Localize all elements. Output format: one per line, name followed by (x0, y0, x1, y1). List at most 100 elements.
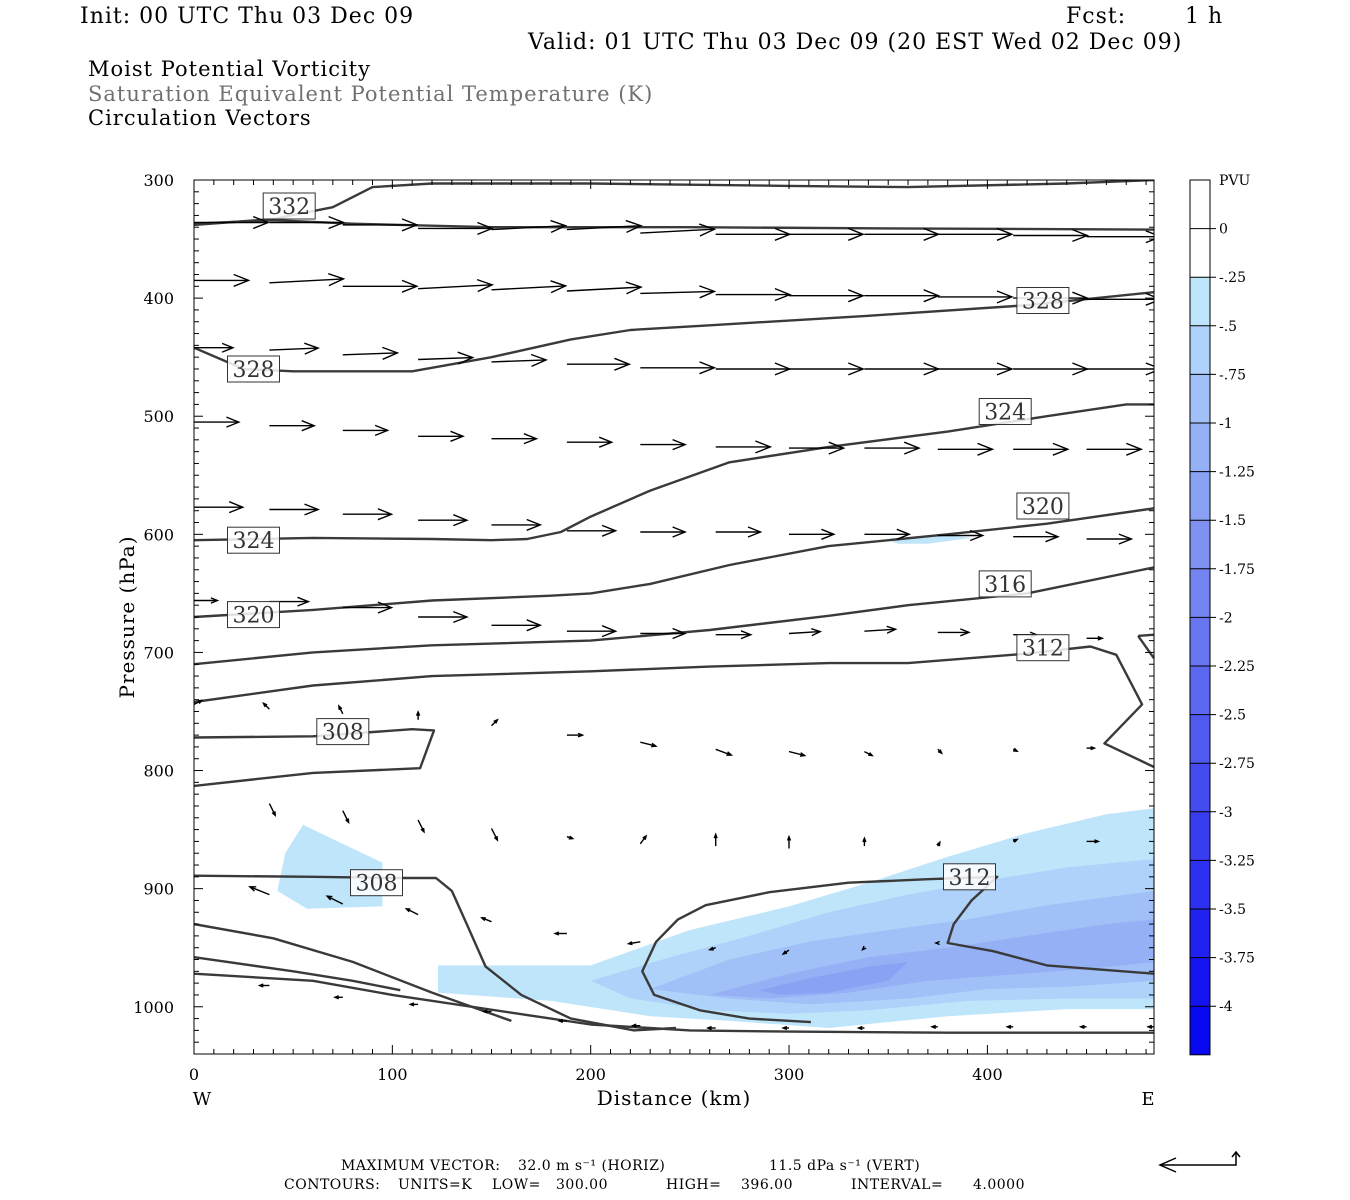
circulation-vector (715, 287, 792, 302)
circulation-vector (706, 1025, 716, 1031)
y-axis-title: Pressure (hPa) (115, 536, 139, 699)
circulation-vector (415, 710, 421, 720)
theta-contour (641, 875, 1154, 1024)
circulation-vector (269, 342, 320, 355)
contours-high: 396.00 (741, 1177, 793, 1193)
circulation-vector (566, 436, 614, 448)
theta-contour (194, 291, 1154, 373)
circulation-vector (1086, 533, 1134, 545)
colorbar-label: -3.75 (1219, 951, 1255, 967)
circulation-vector (491, 353, 548, 368)
theta-contour (194, 645, 1154, 769)
colorbar-label: -1.5 (1219, 513, 1246, 529)
circulation-vector (408, 1002, 419, 1007)
contour-label-box (316, 718, 370, 746)
colorbar-swatch (1190, 811, 1210, 861)
circulation-vector (640, 627, 687, 640)
max-vector-horiz: 32.0 m s⁻¹ (HORIZ) (518, 1158, 666, 1174)
colorbar-swatch (1190, 714, 1210, 764)
circulation-vector (566, 219, 643, 234)
colorbar-swatch (1190, 763, 1210, 812)
circulation-vector (781, 949, 790, 956)
circulation-vector (864, 528, 912, 540)
colorbar-label: -3.25 (1219, 853, 1255, 869)
circulation-vector (864, 227, 941, 241)
circulation-vector (325, 895, 344, 905)
colorbar-swatch (1190, 1006, 1210, 1055)
circulation-vector (262, 701, 270, 710)
colorbar-swatch (1190, 325, 1210, 375)
theta-contour (194, 218, 1154, 231)
circulation-vector (194, 416, 241, 428)
west-label: W (193, 1089, 212, 1110)
colorbar-swatch (1190, 617, 1210, 666)
circulation-vector (194, 501, 245, 514)
circulation-vector (342, 346, 400, 360)
circulation-vector (404, 907, 419, 916)
forecast-label: Fcst: (1066, 4, 1127, 29)
contour-label: 320 (1022, 495, 1064, 520)
circulation-vector (566, 357, 632, 371)
x-tick-label: 400 (972, 1065, 1003, 1084)
circulation-vector (1013, 362, 1090, 376)
circulation-vector (640, 438, 687, 451)
contour-label-box (943, 863, 996, 891)
circulation-vector (1012, 838, 1019, 843)
circulation-vector (257, 983, 270, 988)
circulation-vector (342, 279, 419, 293)
valid-time: Valid: 01 UTC Thu 03 Dec 09 (20 EST Wed … (528, 30, 1183, 55)
y-tick-label: 300 (143, 171, 174, 190)
circulation-vector (418, 514, 469, 527)
theta-contour (194, 956, 401, 992)
circulation-vector (715, 362, 792, 376)
circulation-vector (491, 718, 499, 727)
circulation-vector (481, 1009, 492, 1014)
circulation-vector (930, 1024, 938, 1029)
circulation-vector (342, 601, 394, 614)
contour-label: 308 (356, 872, 398, 897)
contours-high-label: HIGH= (666, 1177, 722, 1193)
colorbar-swatch (1190, 909, 1210, 958)
contour-label-box (227, 355, 280, 383)
circulation-vector (342, 424, 390, 437)
colorbar-label: -1 (1219, 416, 1233, 432)
colorbar-swatch (1190, 860, 1210, 909)
circulation-vector (864, 441, 921, 455)
circulation-vector (1013, 442, 1070, 456)
theta-contour (1138, 633, 1154, 638)
circulation-vector (937, 442, 995, 456)
contour-label-box (1016, 634, 1070, 662)
field-title-pv: Moist Potential Vorticity (88, 57, 371, 81)
theta-contour (194, 507, 1154, 619)
contour-label: 312 (949, 866, 991, 891)
reference-vector-icon (1158, 1150, 1241, 1173)
circulation-vector (418, 278, 495, 293)
contour-label-box (978, 570, 1032, 598)
colorbar-swatch (1190, 423, 1210, 472)
colorbar-swatch (1190, 180, 1210, 229)
circulation-vector (639, 834, 648, 845)
circulation-vector (861, 945, 867, 952)
circulation-vector (789, 227, 865, 241)
circulation-vector (269, 215, 346, 230)
colorbar-swatch (1190, 666, 1210, 715)
circulation-vector (1086, 839, 1101, 844)
circulation-vector (1086, 635, 1105, 641)
theta-contour (1137, 635, 1154, 659)
circulation-vector (566, 732, 585, 738)
contour-label-box (1016, 287, 1070, 314)
contours-low: 300.00 (556, 1177, 608, 1193)
circulation-vector (418, 610, 469, 624)
contour-label: 312 (1022, 637, 1064, 662)
circulation-vector (1086, 362, 1154, 376)
colorbar-swatch (1190, 471, 1210, 521)
circulation-vector (269, 273, 346, 287)
circulation-vector (788, 750, 807, 757)
contour-label-box (227, 526, 280, 554)
colorbar-label: -1.25 (1219, 465, 1255, 481)
circulation-vector (491, 433, 539, 445)
circulation-vector (781, 1025, 789, 1031)
circulation-vector (856, 1025, 865, 1031)
y-tick-label: 1000 (133, 998, 174, 1017)
